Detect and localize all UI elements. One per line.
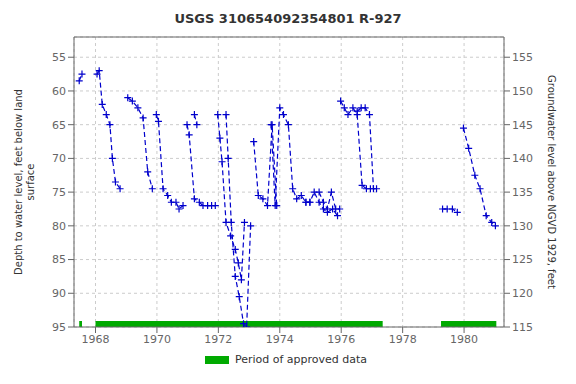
svg-text:1980: 1980 bbox=[450, 333, 478, 346]
svg-text:145: 145 bbox=[512, 119, 533, 132]
svg-text:Groundwater level above NGVD 1: Groundwater level above NGVD 1929, feet bbox=[546, 75, 557, 289]
svg-text:155: 155 bbox=[512, 51, 533, 64]
svg-text:60: 60 bbox=[52, 85, 66, 98]
html-text:Period of approved data: Period of approved data bbox=[234, 353, 368, 366]
svg-text:1972: 1972 bbox=[204, 333, 232, 346]
svg-text:130: 130 bbox=[512, 220, 533, 233]
svg-text:1970: 1970 bbox=[143, 333, 171, 346]
svg-text:55: 55 bbox=[52, 51, 66, 64]
svg-text:1968: 1968 bbox=[82, 333, 110, 346]
svg-text:115: 115 bbox=[512, 321, 533, 334]
svg-text:Depth to water level, feet bel: Depth to water level, feet below landsur… bbox=[13, 89, 36, 275]
svg-text:1974: 1974 bbox=[266, 333, 294, 346]
svg-text:75: 75 bbox=[52, 186, 66, 199]
svg-text:120: 120 bbox=[512, 287, 533, 300]
svg-text:125: 125 bbox=[512, 253, 533, 266]
svg-text:95: 95 bbox=[52, 321, 66, 334]
svg-text:65: 65 bbox=[52, 119, 66, 132]
svg-text:135: 135 bbox=[512, 186, 533, 199]
svg-text:85: 85 bbox=[52, 253, 66, 266]
svg-text:1978: 1978 bbox=[389, 333, 417, 346]
html-text:USGS 310654092354801 R-927: USGS 310654092354801 R-927 bbox=[174, 11, 402, 26]
svg-text:70: 70 bbox=[52, 152, 66, 165]
svg-text:1976: 1976 bbox=[327, 333, 355, 346]
svg-text:140: 140 bbox=[512, 152, 533, 165]
svg-text:90: 90 bbox=[52, 287, 66, 300]
svg-text:80: 80 bbox=[52, 220, 66, 233]
svg-text:150: 150 bbox=[512, 85, 533, 98]
